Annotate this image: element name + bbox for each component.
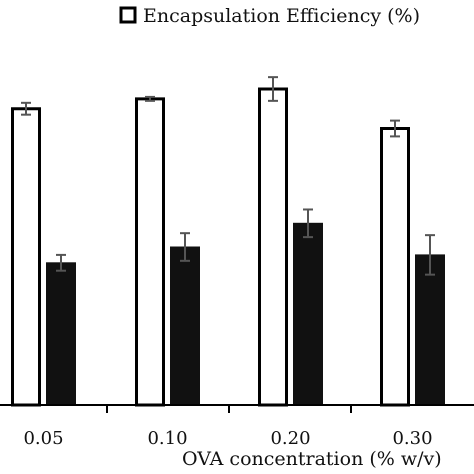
error-bar-encapsulation-efficiency-0.10 <box>145 95 155 102</box>
x-tick-label-0.10: 0.10 <box>147 428 187 449</box>
x-axis-label: OVA concentration (% w/v) <box>182 448 442 470</box>
bar-encapsulation-efficiency-0.20 <box>258 87 288 407</box>
bar-encapsulation-efficiency-0.05 <box>11 107 41 407</box>
x-tick-label-0.30: 0.30 <box>392 428 432 449</box>
error-bar-series-2-0.05 <box>56 253 66 272</box>
bar-series-2-0.05 <box>46 262 76 406</box>
bar-series-2-0.10 <box>170 246 200 406</box>
bar-series-2-0.30 <box>415 254 445 406</box>
x-tick-label-0.05: 0.05 <box>23 428 63 449</box>
bar-encapsulation-efficiency-0.10 <box>135 97 165 407</box>
error-bar-encapsulation-efficiency-0.20 <box>268 76 278 102</box>
bar-series-2-0.20 <box>293 222 323 406</box>
error-bar-encapsulation-efficiency-0.30 <box>390 119 400 138</box>
bar-encapsulation-efficiency-0.30 <box>380 127 410 407</box>
legend-swatch-encapsulation-efficiency <box>119 6 137 24</box>
error-bar-encapsulation-efficiency-0.05 <box>21 101 31 116</box>
legend-label-encapsulation-efficiency: Encapsulation Efficiency (%) <box>143 5 420 27</box>
x-tick-label-0.20: 0.20 <box>270 428 310 449</box>
error-bar-series-2-0.30 <box>425 234 435 276</box>
error-bar-series-2-0.20 <box>303 208 313 239</box>
legend: Encapsulation Efficiency (%) <box>119 5 420 27</box>
error-bar-series-2-0.10 <box>180 232 190 262</box>
